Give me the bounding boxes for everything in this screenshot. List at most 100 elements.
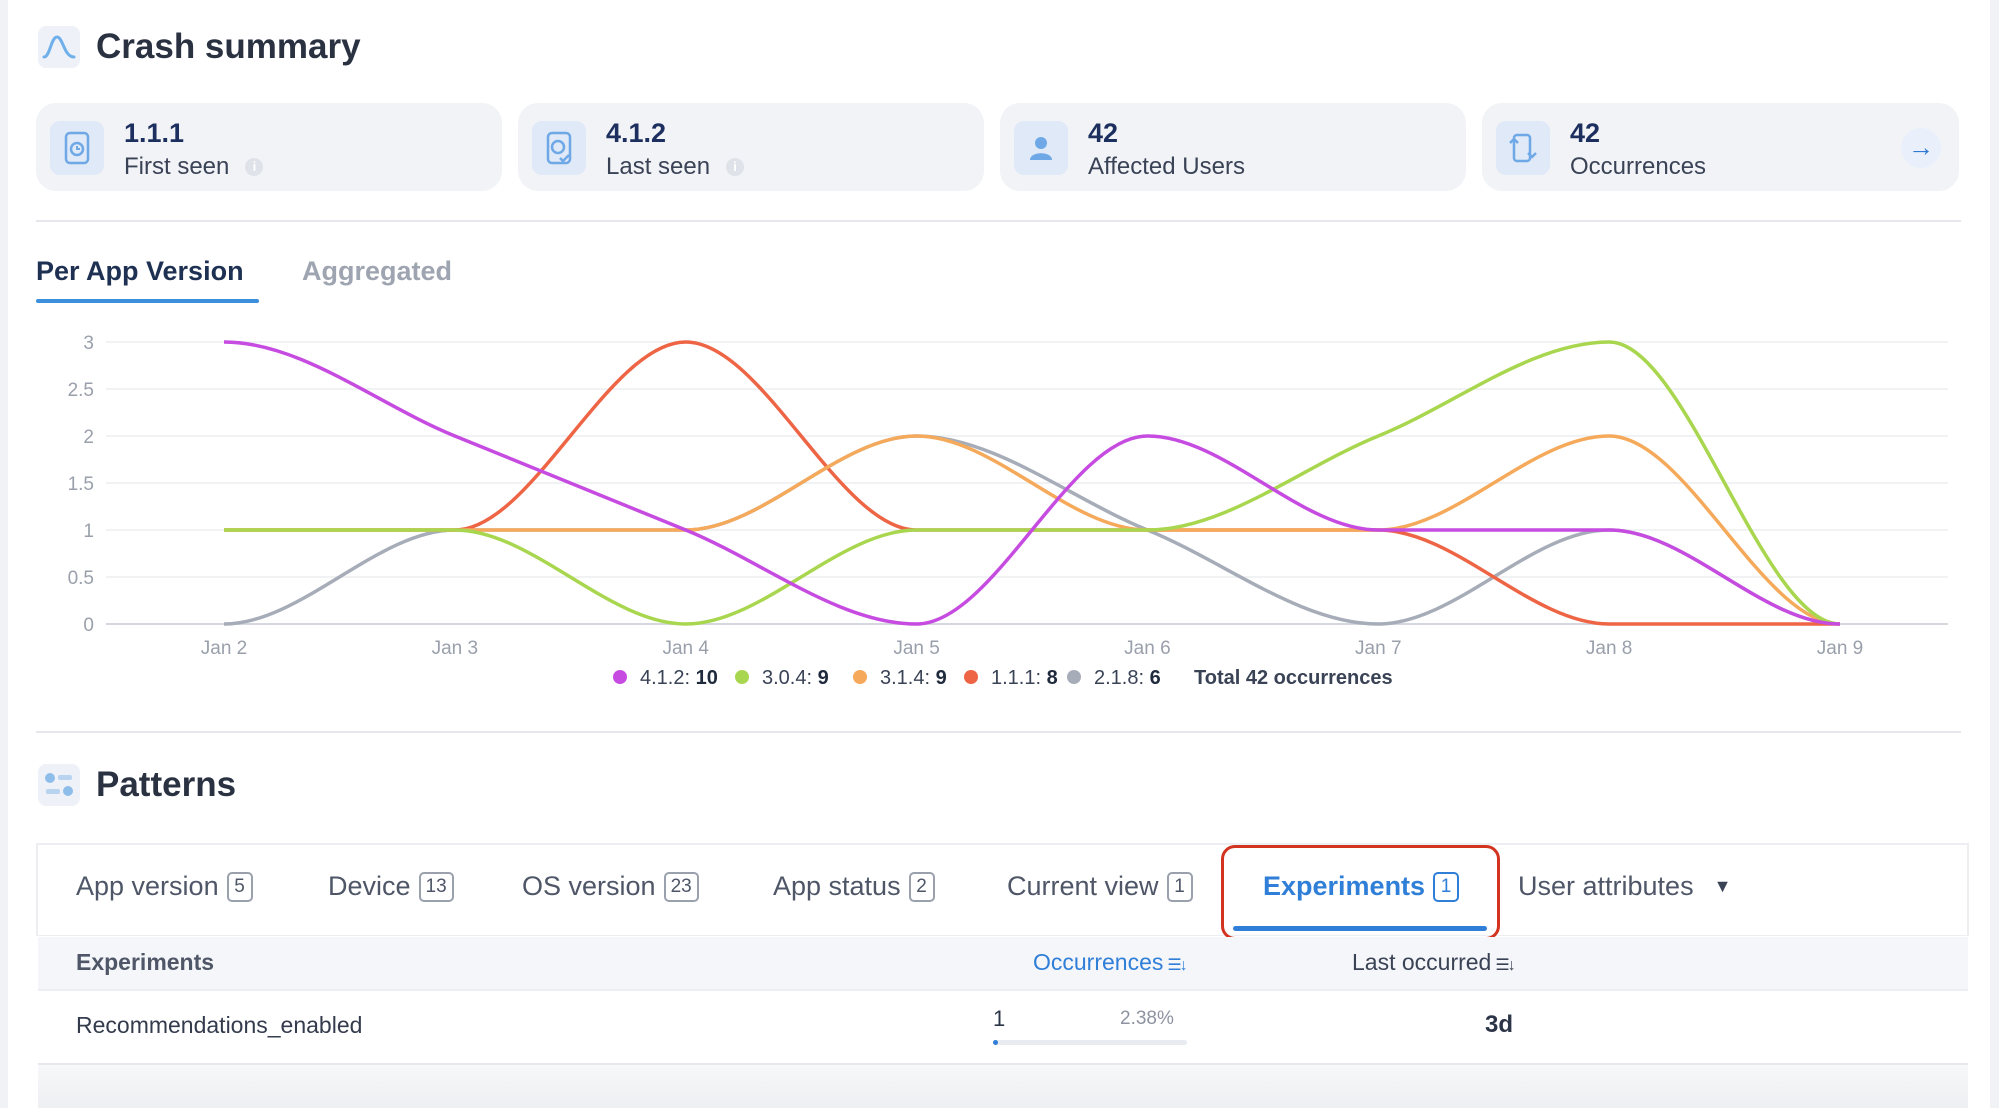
patterns-header: Patterns (38, 764, 236, 806)
legend-item[interactable]: 1.1.1: 8 (964, 667, 1058, 689)
y-tick-label: 0 (83, 615, 94, 636)
tab-experiments[interactable]: Experiments 1 (1263, 871, 1460, 902)
table-row[interactable]: Recommendations_enabled 1 2.38% 3d (38, 991, 1968, 1065)
tab-label: Device (328, 871, 411, 901)
legend-item[interactable]: 3.1.4: 9 (853, 667, 947, 689)
first-seen-label: First seen (124, 153, 230, 180)
y-tick-label: 1 (83, 521, 94, 542)
legend-item[interactable]: 4.1.2: 10 (613, 667, 718, 689)
divider (36, 220, 1961, 222)
y-tick-label: 2 (83, 427, 94, 448)
tab-device[interactable]: Device 13 (328, 871, 454, 902)
column-header-experiments: Experiments (76, 949, 215, 975)
tab-count-badge: 2 (908, 871, 935, 902)
active-tab-underline (36, 299, 259, 303)
sort-icon: ☰↓ (1167, 957, 1187, 974)
tab-count-badge: 1 (1166, 871, 1193, 902)
first-seen-value: 1.1.1 (124, 118, 185, 148)
affected-users-card: 42 Affected Users (1000, 103, 1466, 191)
crash-summary-icon (38, 26, 80, 68)
x-tick-label: Jan 9 (1817, 638, 1863, 659)
occurrence-percent: 2.38% (1120, 1008, 1174, 1029)
tab-app-status[interactable]: App status 2 (773, 871, 935, 902)
y-tick-label: 2.5 (68, 380, 94, 401)
tab-count-badge: 13 (418, 871, 454, 902)
experiment-name: Recommendations_enabled (76, 1012, 363, 1038)
info-icon[interactable]: i (245, 158, 264, 176)
x-tick-label: Jan 4 (662, 638, 709, 659)
series-line-4-1-2[interactable] (223, 340, 1841, 626)
tab-aggregated[interactable]: Aggregated (302, 256, 453, 286)
y-tick-label: 3 (83, 333, 94, 354)
tab-app-version[interactable]: App version 5 (76, 871, 253, 902)
occurrences-chart: 0 0.5 1 1.5 2 2.5 3 Jan 2 Jan 3 Jan 4 Jan 5 Jan 6 J… (68, 333, 1948, 689)
affected-users-value: 42 (1088, 118, 1119, 148)
column-header-label: Last occurred (1352, 949, 1492, 975)
highlight-annotation (1221, 845, 1500, 940)
occurrences-value: 42 (1570, 118, 1601, 148)
patterns-tab-bar: App version 5 Device 13 OS version 23 App s… (36, 843, 1969, 936)
tab-label: App version (76, 871, 219, 901)
affected-users-label: Affected Users (1088, 153, 1245, 180)
legend-dot (964, 670, 978, 684)
occurrences-icon (1496, 121, 1550, 175)
patterns-icon (38, 764, 80, 806)
occurrences-card[interactable]: 42 Occurrences → (1482, 103, 1959, 191)
series-line-3-1-4[interactable] (224, 434, 1841, 626)
tab-user-attributes[interactable]: User attributes ▼ (1518, 871, 1731, 902)
legend-item[interactable]: 2.1.8: 6 (1067, 667, 1161, 689)
x-tick-label: Jan 6 (1124, 638, 1170, 659)
tab-label: Experiments (1263, 871, 1426, 901)
last-seen-value: 4.1.2 (606, 118, 667, 148)
x-tick-label: Jan 3 (432, 638, 478, 659)
x-tick-label: Jan 7 (1355, 638, 1401, 659)
table-footer (38, 1065, 1968, 1108)
legend-label: 4.1.2: 10 (640, 667, 718, 689)
x-tick-label: Jan 2 (201, 638, 247, 659)
crash-summary-header: Crash summary (38, 26, 361, 68)
crash-summary-title: Crash summary (96, 27, 361, 66)
legend-label: 2.1.8: 6 (1094, 667, 1161, 689)
arrow-right-icon[interactable]: → (1901, 128, 1941, 168)
first-seen-card: 1.1.1 First seen i (36, 103, 502, 191)
app-version-check-icon (532, 121, 586, 175)
divider (36, 731, 1961, 733)
table-header: Experiments Occurrences ☰↓ Last occurred ☰… (38, 937, 1968, 991)
occurrences-label: Occurrences (1570, 153, 1707, 180)
legend-item[interactable]: 3.0.4: 9 (735, 667, 829, 689)
legend-label: 1.1.1: 8 (991, 667, 1058, 689)
patterns-title: Patterns (96, 765, 237, 804)
occurrence-count: 1 (993, 1006, 1006, 1031)
tab-os-version[interactable]: OS version 23 (522, 871, 699, 902)
legend-dot (735, 670, 749, 684)
last-occurred-value: 3d (1485, 1011, 1514, 1038)
legend-label: 3.0.4: 9 (762, 667, 829, 689)
user-icon (1014, 121, 1068, 175)
column-header-label: Occurrences (1033, 949, 1164, 975)
caret-down-icon: ▼ (1713, 876, 1732, 896)
column-header-occurrences[interactable]: Occurrences ☰↓ (1033, 949, 1188, 976)
tab-current-view[interactable]: Current view 1 (1007, 871, 1193, 902)
last-seen-label: Last seen (606, 153, 711, 180)
sort-icon: ☰↓ (1495, 957, 1515, 974)
tab-count-badge: 5 (226, 871, 253, 902)
legend-dot (853, 670, 867, 684)
legend-label: 3.1.4: 9 (880, 667, 947, 689)
x-tick-label: Jan 8 (1586, 638, 1632, 659)
tab-per-app-version[interactable]: Per App Version (36, 256, 244, 286)
series-line-3-0-4[interactable] (224, 340, 1841, 626)
y-tick-label: 0.5 (68, 568, 94, 589)
crash-details-page: Crash summary 1.1.1 First seen i 4.1.2 La… (8, 0, 1990, 1108)
active-tab-underline (1233, 926, 1487, 931)
legend-dot (1067, 670, 1081, 684)
tab-label: OS version (522, 871, 656, 901)
tab-count-badge: 23 (663, 871, 699, 902)
app-version-icon (50, 121, 104, 175)
tab-label: Current view (1007, 871, 1159, 901)
info-icon[interactable]: i (726, 158, 745, 176)
legend-total: Total 42 occurrences (1194, 667, 1393, 689)
tab-count-badge: 1 (1433, 871, 1460, 902)
summary-cards: 1.1.1 First seen i 4.1.2 Last seen i 42 Af… (36, 103, 1959, 191)
column-header-last-occurred[interactable]: Last occurred ☰↓ (1352, 949, 1516, 976)
tab-label: User attributes (1518, 871, 1694, 901)
